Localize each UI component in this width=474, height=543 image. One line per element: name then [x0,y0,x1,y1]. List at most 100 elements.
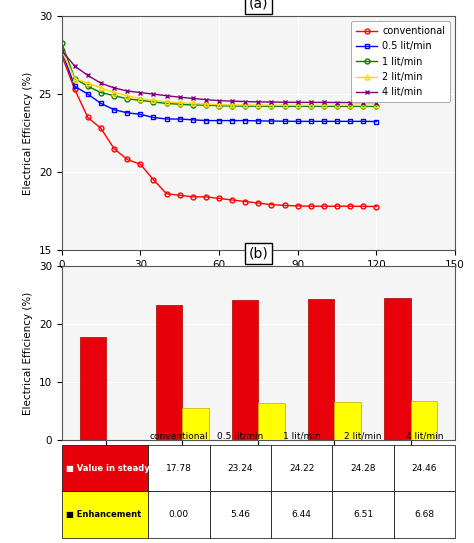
4 lit/min [85,72,91,79]
4 lit/min [282,99,287,105]
Text: 2 lit/min: 2 lit/min [344,432,382,441]
1 lit/min [85,83,91,90]
0.5 lit/min [124,110,130,116]
0.5 lit/min [308,118,314,124]
conventional [269,201,274,208]
Title: (b): (b) [248,247,268,261]
0.5 lit/min [59,47,64,54]
conventional [177,192,182,199]
conventional [308,203,314,210]
0.5 lit/min [229,117,235,124]
4 lit/min [190,95,196,102]
0.5 lit/min [255,118,261,124]
1 lit/min [347,103,353,110]
conventional [164,191,169,197]
Line: 4 lit/min: 4 lit/min [59,48,379,105]
Line: 1 lit/min: 1 lit/min [59,40,379,109]
Line: 0.5 lit/min: 0.5 lit/min [59,48,379,124]
FancyBboxPatch shape [62,445,148,491]
1 lit/min [151,99,156,105]
1 lit/min [282,103,287,110]
Bar [155,305,182,440]
Bar [384,298,410,440]
Line: 2 lit/min: 2 lit/min [59,48,379,108]
FancyBboxPatch shape [332,491,394,538]
1 lit/min [59,40,64,46]
0.5 lit/min [374,118,379,125]
2 lit/min [190,100,196,107]
conventional [98,125,104,131]
2 lit/min [295,102,301,109]
4 lit/min [98,80,104,86]
conventional [59,52,64,59]
1 lit/min [190,102,196,108]
conventional [85,114,91,121]
Bar [308,299,335,440]
4 lit/min [137,89,143,96]
Bar [182,408,209,440]
Text: ■ Enhancement: ■ Enhancement [65,510,141,519]
Text: 17.78: 17.78 [166,464,192,473]
0.5 lit/min [295,118,301,124]
FancyBboxPatch shape [271,445,332,491]
2 lit/min [360,102,366,109]
0.5 lit/min [190,117,196,123]
0.5 lit/min [282,118,287,124]
2 lit/min [216,102,222,108]
2 lit/min [203,101,209,108]
1 lit/min [321,103,327,110]
FancyBboxPatch shape [148,491,210,538]
Text: 1 lit/min: 1 lit/min [283,432,320,441]
1 lit/min [111,92,117,99]
Text: 24.28: 24.28 [350,464,376,473]
conventional [255,200,261,206]
0.5 lit/min [334,118,340,124]
FancyBboxPatch shape [210,491,271,538]
0.5 lit/min [347,118,353,124]
Bar [258,402,285,440]
conventional [190,194,196,200]
4 lit/min [295,99,301,106]
Bar [335,402,361,440]
Text: 23.24: 23.24 [228,464,253,473]
1 lit/min [124,96,130,102]
FancyBboxPatch shape [210,445,271,491]
FancyBboxPatch shape [148,445,210,491]
4 lit/min [111,85,117,91]
4 lit/min [216,97,222,104]
1 lit/min [269,103,274,110]
4 lit/min [347,99,353,106]
4 lit/min [269,99,274,105]
1 lit/min [308,103,314,110]
2 lit/min [164,99,169,105]
Text: 6.68: 6.68 [414,510,434,519]
1 lit/min [229,103,235,109]
4 lit/min [360,99,366,106]
4 lit/min [374,99,379,106]
2 lit/min [374,102,379,109]
2 lit/min [347,102,353,109]
Text: 0.00: 0.00 [169,510,189,519]
Title: (a): (a) [248,0,268,11]
0.5 lit/min [164,116,169,122]
FancyBboxPatch shape [332,445,394,491]
2 lit/min [255,102,261,109]
conventional [321,203,327,210]
4 lit/min [59,47,64,54]
4 lit/min [203,96,209,103]
1 lit/min [177,101,182,108]
0.5 lit/min [72,83,78,90]
conventional [72,86,78,93]
FancyBboxPatch shape [271,491,332,538]
0.5 lit/min [360,118,366,124]
1 lit/min [137,97,143,104]
Bar [80,337,106,440]
Text: ■ Value in steady state: ■ Value in steady state [65,464,177,473]
2 lit/min [151,97,156,104]
2 lit/min [85,80,91,86]
1 lit/min [203,102,209,108]
2 lit/min [282,102,287,109]
4 lit/min [229,98,235,104]
1 lit/min [164,100,169,107]
conventional [282,202,287,209]
